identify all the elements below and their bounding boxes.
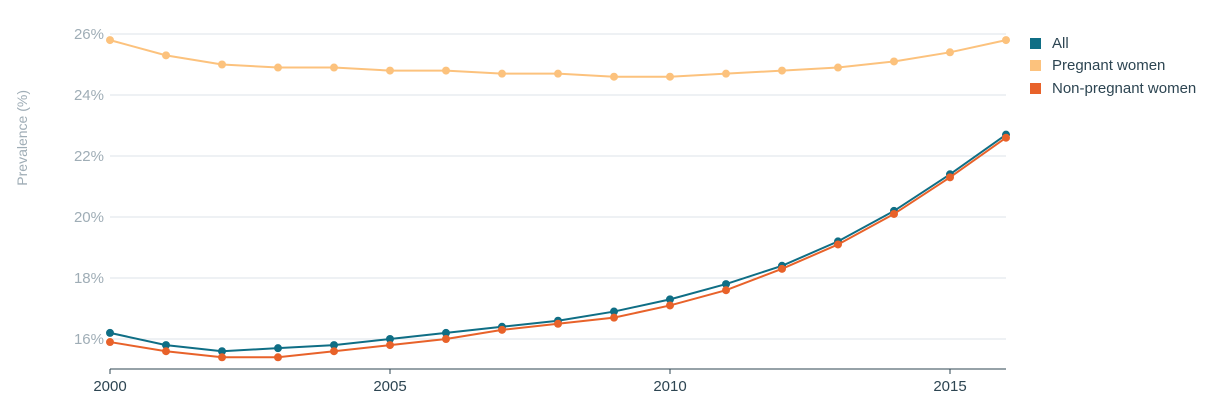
data-point-pregnant-women[interactable] bbox=[274, 63, 282, 72]
y-tick-label: 18% bbox=[74, 270, 104, 287]
x-tick-label: 2005 bbox=[373, 378, 406, 395]
data-point-non-pregnant-women[interactable] bbox=[722, 286, 730, 295]
legend-swatch-all bbox=[1030, 37, 1041, 49]
data-point-non-pregnant-women[interactable] bbox=[442, 335, 450, 343]
data-point-pregnant-women[interactable] bbox=[834, 63, 842, 72]
data-point-all[interactable] bbox=[330, 341, 338, 350]
data-point-non-pregnant-women[interactable] bbox=[386, 341, 394, 350]
data-point-pregnant-women[interactable] bbox=[442, 66, 450, 75]
legend-swatch-pregnant-women bbox=[1030, 60, 1041, 72]
data-point-non-pregnant-women[interactable] bbox=[330, 347, 338, 356]
data-point-pregnant-women[interactable] bbox=[666, 72, 674, 81]
data-point-pregnant-women[interactable] bbox=[218, 60, 226, 69]
data-point-pregnant-women[interactable] bbox=[106, 36, 114, 45]
data-point-non-pregnant-women[interactable] bbox=[1002, 133, 1010, 142]
data-point-non-pregnant-women[interactable] bbox=[946, 173, 954, 182]
y-tick-label: 22% bbox=[74, 148, 104, 165]
data-point-pregnant-women[interactable] bbox=[498, 69, 506, 78]
legend: All Pregnant women Non-pregnant women bbox=[1030, 32, 1196, 100]
data-point-non-pregnant-women[interactable] bbox=[834, 240, 842, 249]
legend-swatch-non-pregnant-women bbox=[1030, 82, 1041, 94]
data-point-pregnant-women[interactable] bbox=[1002, 36, 1010, 45]
data-point-pregnant-women[interactable] bbox=[610, 72, 618, 81]
data-point-pregnant-women[interactable] bbox=[946, 48, 954, 57]
data-point-all[interactable] bbox=[722, 280, 730, 289]
data-point-non-pregnant-women[interactable] bbox=[610, 313, 618, 322]
data-point-pregnant-women[interactable] bbox=[778, 66, 786, 75]
data-point-non-pregnant-women[interactable] bbox=[218, 353, 226, 362]
y-axis-label: Prevalence (%) bbox=[14, 90, 30, 186]
legend-label-all: All bbox=[1052, 34, 1069, 52]
legend-item-pregnant-women[interactable]: Pregnant women bbox=[1030, 55, 1196, 78]
series-group bbox=[106, 36, 1010, 362]
data-point-non-pregnant-women[interactable] bbox=[666, 301, 674, 310]
gridlines bbox=[110, 33, 1006, 340]
data-point-non-pregnant-women[interactable] bbox=[162, 347, 170, 356]
y-tick-label: 26% bbox=[74, 26, 104, 43]
data-point-all[interactable] bbox=[666, 295, 674, 304]
data-point-all[interactable] bbox=[442, 328, 450, 337]
data-point-all[interactable] bbox=[106, 328, 114, 337]
data-point-pregnant-women[interactable] bbox=[330, 63, 338, 72]
data-point-non-pregnant-women[interactable] bbox=[890, 209, 898, 218]
series-non-pregnant-women bbox=[106, 133, 1010, 362]
series-pregnant-women bbox=[106, 36, 1010, 81]
x-tick-label: 2015 bbox=[933, 378, 966, 395]
y-tick-label: 24% bbox=[74, 87, 104, 104]
data-point-pregnant-women[interactable] bbox=[554, 69, 562, 78]
data-point-non-pregnant-women[interactable] bbox=[498, 325, 506, 334]
legend-label-non-pregnant-women: Non-pregnant women bbox=[1052, 79, 1197, 97]
data-point-all[interactable] bbox=[610, 307, 618, 316]
data-point-pregnant-women[interactable] bbox=[890, 57, 898, 66]
data-point-non-pregnant-women[interactable] bbox=[274, 353, 282, 362]
data-point-all[interactable] bbox=[274, 344, 282, 353]
data-point-all[interactable] bbox=[218, 347, 226, 356]
y-axis-ticks: 16% 18% 20% 22% 24% 26% bbox=[74, 26, 104, 348]
y-tick-label: 20% bbox=[74, 209, 104, 226]
data-point-all[interactable] bbox=[386, 335, 394, 343]
data-point-all[interactable] bbox=[162, 341, 170, 350]
x-axis-ticks: 2000 2005 2010 2015 bbox=[93, 369, 967, 395]
data-point-pregnant-women[interactable] bbox=[162, 51, 170, 60]
data-point-non-pregnant-women[interactable] bbox=[778, 264, 786, 273]
legend-label-pregnant-women: Pregnant women bbox=[1052, 57, 1166, 75]
data-point-pregnant-women[interactable] bbox=[722, 69, 730, 78]
data-point-non-pregnant-women[interactable] bbox=[106, 338, 114, 347]
legend-item-non-pregnant-women[interactable]: Non-pregnant women bbox=[1030, 77, 1196, 100]
y-tick-label: 16% bbox=[74, 331, 104, 348]
data-point-pregnant-women[interactable] bbox=[386, 66, 394, 75]
data-point-non-pregnant-women[interactable] bbox=[554, 319, 562, 328]
legend-item-all[interactable]: All bbox=[1030, 32, 1196, 55]
x-tick-label: 2010 bbox=[653, 378, 686, 395]
x-tick-label: 2000 bbox=[93, 378, 126, 395]
